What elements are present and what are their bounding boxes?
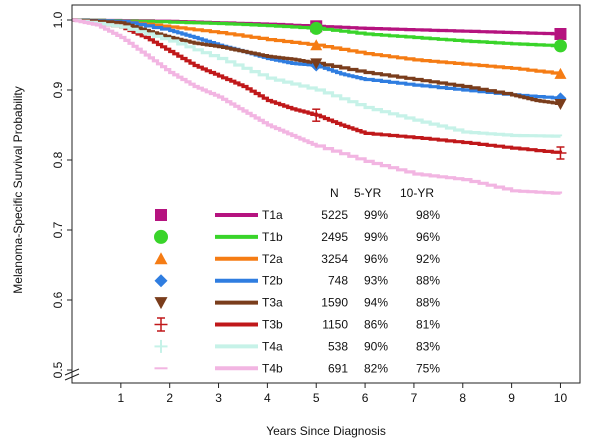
- marker-t1a-10: [554, 28, 567, 40]
- marker-t2a-5: [310, 39, 323, 51]
- legend-5yr-t2a: 96%: [364, 252, 388, 266]
- legend-n-t2a: 3254: [321, 252, 348, 266]
- x-tick-label: 2: [166, 391, 173, 405]
- legend-10yr-t4a: 83%: [416, 339, 440, 353]
- legend-n-t4a: 538: [328, 339, 348, 353]
- x-axis-title: Years Since Diagnosis: [266, 424, 386, 438]
- y-tick-label: 0.7: [51, 221, 65, 238]
- x-tick-label: 3: [215, 391, 222, 405]
- legend-5yr-t4b: 82%: [364, 361, 388, 375]
- legend-row-t4b: T4b 691 82% 75%: [154, 361, 440, 375]
- legend-header-5yr: 5-YR: [354, 186, 382, 200]
- x-tick-label: 6: [362, 391, 369, 405]
- legend-label-t1b: T1b: [262, 230, 283, 244]
- legend-10yr-t3a: 88%: [416, 296, 440, 310]
- legend-10yr-t1b: 96%: [416, 230, 440, 244]
- y-axis-break: [64, 368, 80, 381]
- legend-n-t3b: 1150: [322, 318, 348, 332]
- marker-t1b-5: [309, 21, 323, 35]
- legend-label-t3a: T3a: [262, 296, 283, 310]
- legend-10yr-t2b: 88%: [416, 274, 440, 288]
- legend-header-10yr: 10-YR: [400, 186, 434, 200]
- legend-row-t4a: T4a 538 90% 83%: [154, 339, 440, 353]
- legend: N 5-YR 10-YR T1a 5225 99% 98% T1b 2495 99% 96% T2a 3…: [154, 186, 440, 375]
- marker-t3a-5: [310, 58, 323, 70]
- y-tick-label: 1.0: [51, 11, 65, 28]
- legend-marker-t1a: [155, 209, 167, 221]
- x-tick-label: 10: [554, 391, 568, 405]
- legend-row-t2a: T2a 3254 96% 92%: [154, 252, 440, 266]
- legend-10yr-t1a: 98%: [416, 208, 440, 222]
- legend-label-t2a: T2a: [262, 252, 283, 266]
- legend-row-t1b: T1b 2495 99% 96%: [154, 229, 440, 244]
- legend-5yr-t1b: 99%: [364, 230, 388, 244]
- legend-n-t2b: 748: [328, 274, 348, 288]
- legend-marker-t2b: [154, 274, 168, 288]
- legend-marker-t3a: [154, 297, 168, 310]
- marker-t3b-10: [554, 146, 567, 160]
- legend-row-t3b: T3b 1150 86% 81%: [154, 317, 440, 332]
- legend-marker-t2a: [154, 252, 168, 265]
- legend-n-t1a: 5225: [321, 208, 348, 222]
- legend-10yr-t2a: 92%: [416, 252, 440, 266]
- axes: 1 2 3 4 5 6 7 8 9 10 0.5 0.6 0.7 0.8 0.9 1.0: [51, 11, 567, 405]
- legend-marker-t1b: [154, 229, 168, 244]
- axis-break-mark: [64, 373, 80, 381]
- legend-5yr-t4a: 90%: [364, 339, 388, 353]
- x-tick-label: 8: [459, 391, 466, 405]
- legend-5yr-t2b: 93%: [364, 274, 388, 288]
- marker-t2a-10: [554, 67, 567, 79]
- legend-n-t3a: 1590: [321, 296, 348, 310]
- series-line-t4a: [72, 18, 563, 138]
- legend-n-t1b: 2495: [321, 230, 348, 244]
- legend-label-t1a: T1a: [262, 208, 283, 222]
- legend-n-t4b: 691: [328, 361, 348, 375]
- legend-label-t2b: T2b: [262, 274, 283, 288]
- x-tick-label: 9: [508, 391, 515, 405]
- legend-label-t4a: T4a: [262, 339, 283, 353]
- legend-label-t3b: T3b: [262, 318, 283, 332]
- y-tick-label: 0.5: [51, 361, 65, 378]
- x-tick-label: 7: [411, 391, 418, 405]
- legend-marker-t4a: [154, 339, 168, 353]
- axis-break-mark: [64, 368, 80, 376]
- series-line-t3b: [72, 18, 563, 154]
- legend-5yr-t1a: 99%: [364, 208, 388, 222]
- y-axis-title: Melanoma-Specific Survival Probability: [11, 86, 25, 293]
- y-tick-label: 0.9: [51, 81, 65, 98]
- series-line-t1b: [72, 18, 563, 48]
- y-tick-label: 0.6: [51, 291, 65, 308]
- y-tick-label: 0.8: [51, 151, 65, 168]
- marker-t3b-5: [310, 108, 323, 122]
- legend-marker-t3b: [154, 317, 168, 332]
- plot-frame: [71, 4, 581, 384]
- x-tick-label: 4: [264, 391, 271, 405]
- legend-row-t2b: T2b 748 93% 88%: [154, 274, 440, 288]
- series-line-t4b: [72, 18, 563, 195]
- legend-row-t3a: T3a 1590 94% 88%: [154, 296, 440, 310]
- legend-5yr-t3a: 94%: [364, 296, 388, 310]
- legend-row-t1a: T1a 5225 99% 98%: [155, 208, 440, 222]
- series-line-t2b: [72, 18, 563, 100]
- legend-10yr-t4b: 75%: [416, 361, 440, 375]
- legend-header-n: N: [330, 186, 339, 200]
- end-markers: [309, 20, 567, 160]
- legend-10yr-t3b: 81%: [416, 318, 440, 332]
- series-line-t3a: [72, 18, 563, 105]
- x-tick-label: 5: [313, 391, 320, 405]
- marker-t1b-10: [553, 39, 567, 53]
- legend-label-t4b: T4b: [262, 361, 283, 375]
- legend-5yr-t3b: 86%: [364, 318, 388, 332]
- marker-t3a-10: [554, 99, 567, 110]
- x-tick-label: 1: [118, 391, 125, 405]
